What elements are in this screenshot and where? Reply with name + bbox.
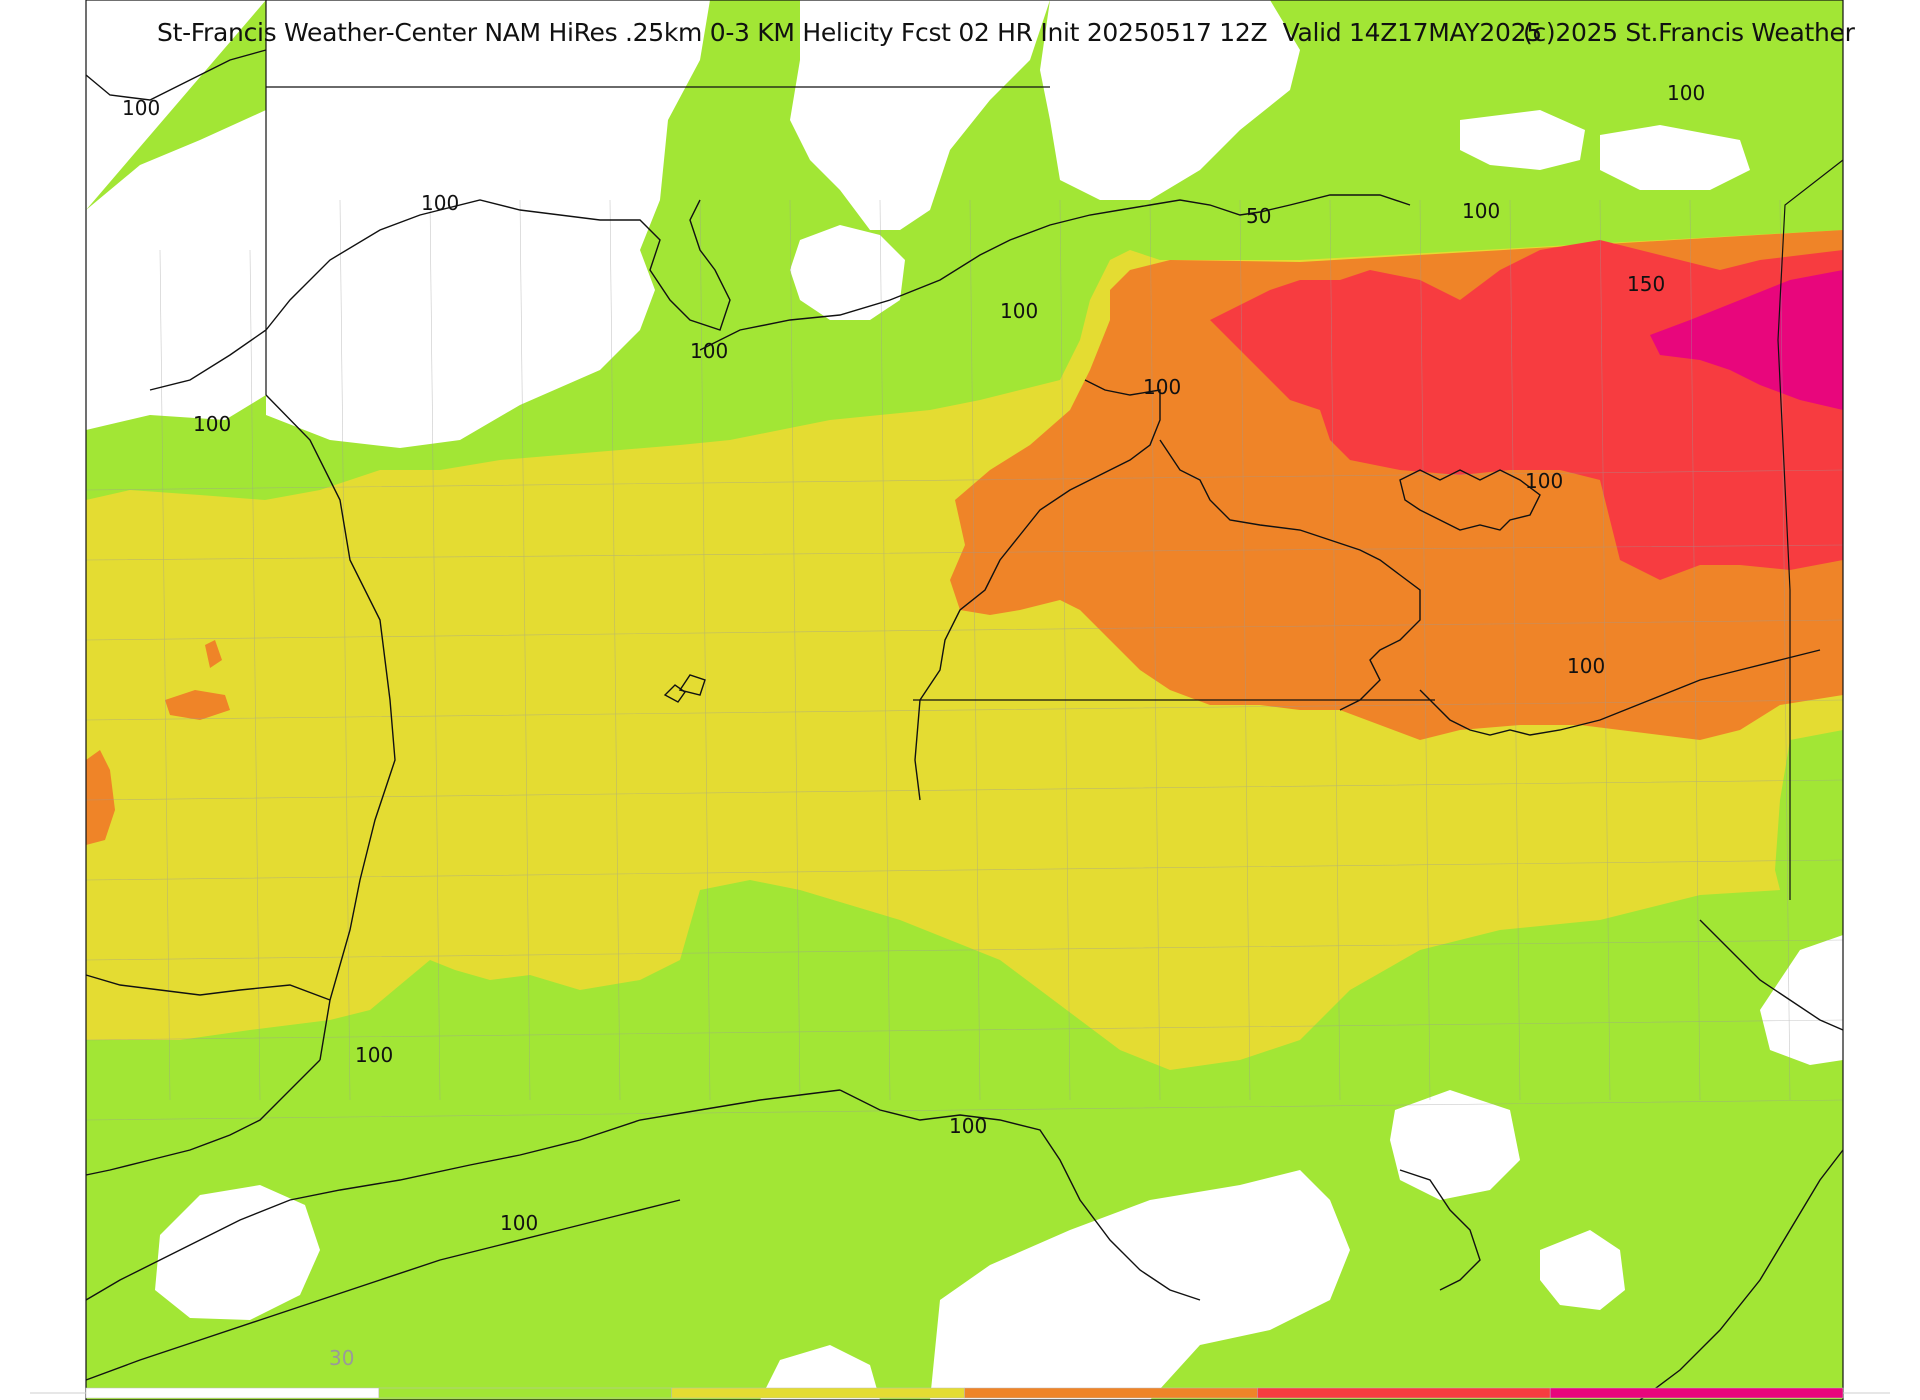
map-title: St-Francis Weather-Center NAM HiRes .25k… (157, 18, 1542, 47)
colorbar-segment (1257, 1387, 1551, 1399)
contour-label: 100 (193, 412, 231, 436)
band-150-200-spot (205, 640, 222, 668)
colorbar (30, 1387, 1890, 1399)
band-ge-250 (1650, 270, 1843, 410)
colorbar-segment (85, 1387, 380, 1399)
band-lt50-southeast (1760, 935, 1843, 1065)
band-lt50-small (790, 225, 905, 320)
band-lt50-north-east (1040, 0, 1300, 200)
band-150-200-spot (86, 750, 115, 845)
contour-label: 100 (500, 1211, 538, 1235)
band-lt50-southwest (155, 1185, 320, 1320)
contour-label: 100 (1525, 469, 1563, 493)
colorbar-label: 30 (329, 1346, 355, 1370)
band-lt50-north-central (790, 0, 1050, 230)
contour-label: 100 (690, 339, 728, 363)
band-lt50-north-central (266, 0, 710, 448)
map-frame (85, 0, 1844, 1400)
band-lt50-south (760, 1345, 880, 1400)
contour-label: 50 (1246, 204, 1271, 228)
contour-labels: 100 100 100 100 100 100 50 100 100 150 1… (122, 81, 1705, 1235)
colorbar-segment (1549, 1387, 1844, 1399)
contour-label: 100 (1567, 654, 1605, 678)
copyright-label: (c)2025 St.Francis Weather (1523, 18, 1855, 47)
band-lt50-south (930, 1170, 1350, 1400)
county-lines (85, 199, 1844, 1121)
band-lt50-south (1540, 1230, 1625, 1310)
contour-label: 150 (1627, 272, 1665, 296)
contour-label: 100 (421, 191, 459, 215)
band-lt50-northwest (86, 0, 266, 430)
band-150-200-spot (165, 690, 230, 720)
contour-label: 100 (122, 96, 160, 120)
colorbar-segment (378, 1387, 672, 1399)
band-lt50-south (1390, 1090, 1520, 1200)
contour-lines (85, 49, 1844, 1400)
contour-label: 100 (1143, 375, 1181, 399)
colorbar-segment (671, 1387, 965, 1399)
contour-label: 100 (355, 1043, 393, 1067)
contour-label: 100 (1462, 199, 1500, 223)
band-lt50-small (1460, 110, 1585, 170)
contour-label: 100 (1667, 81, 1705, 105)
contour-label: 100 (1000, 299, 1038, 323)
band-lt50-small (1600, 125, 1750, 190)
contour-label: 100 (949, 1114, 987, 1138)
colorbar-segment (964, 1387, 1258, 1399)
